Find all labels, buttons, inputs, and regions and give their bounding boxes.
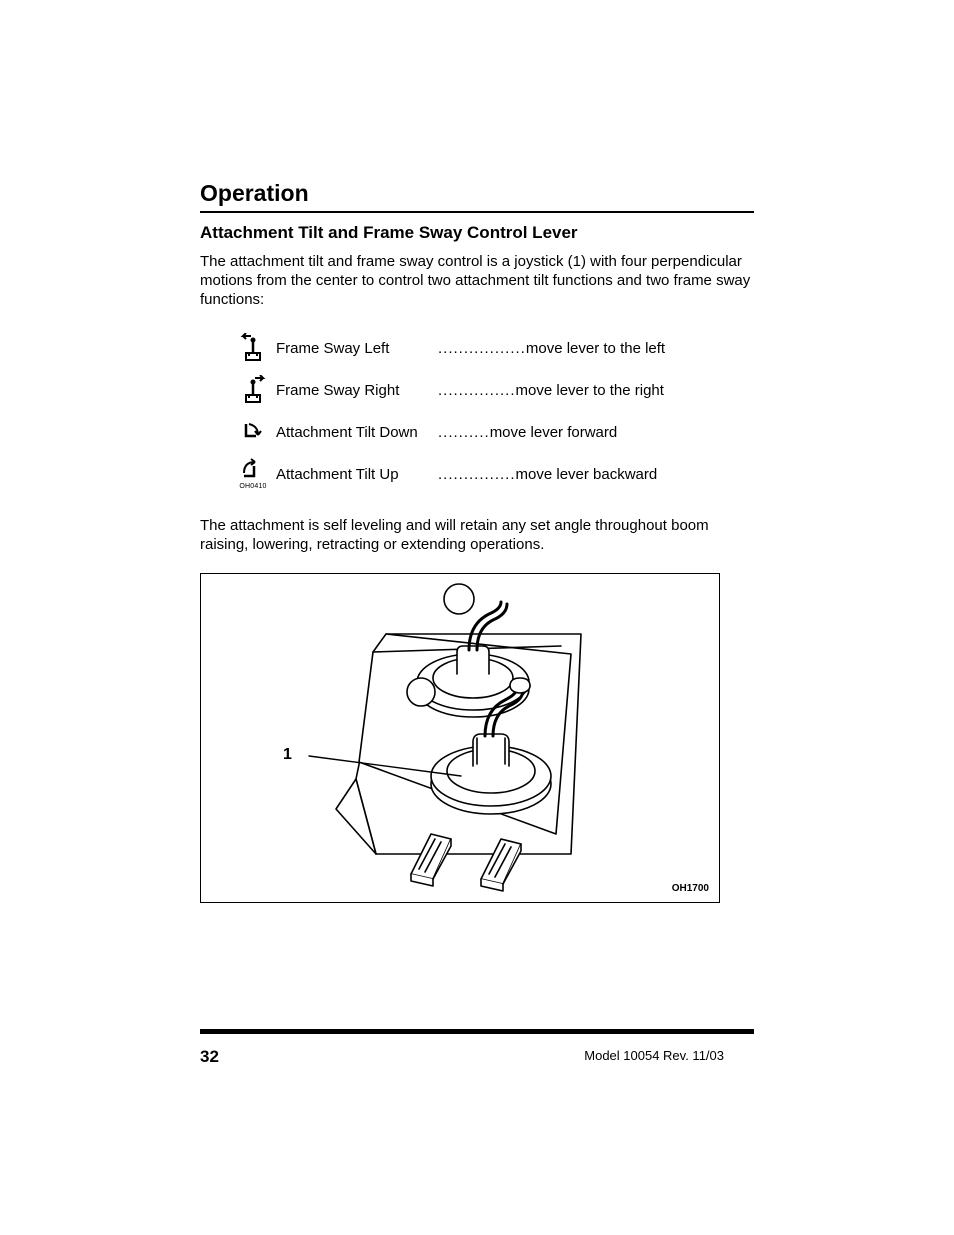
list-item: Attachment Tilt Down .......... move lev… <box>230 411 754 453</box>
control-label: Attachment Tilt Up <box>276 466 438 483</box>
control-icon-list: Frame Sway Left ................. move l… <box>230 327 754 495</box>
joystick-diagram-svg <box>201 574 721 904</box>
page-number: 32 <box>200 1047 219 1067</box>
intro-paragraph: The attachment tilt and frame sway contr… <box>200 253 754 309</box>
list-item: Frame Sway Left ................. move l… <box>230 327 754 369</box>
control-action: move lever backward <box>516 466 658 483</box>
control-action: move lever to the left <box>526 340 665 357</box>
control-action: move lever to the right <box>516 382 664 399</box>
section-rule <box>200 211 754 213</box>
footer-rule <box>200 1029 754 1034</box>
footer-model-rev: Model 10054 Rev. 11/03 <box>584 1048 724 1063</box>
joystick-figure: 1 OH1700 <box>200 573 720 903</box>
post-paragraph: The attachment is self leveling and will… <box>200 517 754 555</box>
figure-caption: OH1700 <box>672 883 709 894</box>
icon-list-id: OH0410 <box>239 483 266 490</box>
control-label: Attachment Tilt Down <box>276 424 438 441</box>
leader-dots: ............... <box>438 466 516 483</box>
tilt-up-icon: OH0410 <box>230 458 276 490</box>
control-label: Frame Sway Left <box>276 340 438 357</box>
list-item: OH0410 Attachment Tilt Up ..............… <box>230 453 754 495</box>
figure-callout-1: 1 <box>283 746 292 764</box>
tilt-down-icon <box>230 420 276 444</box>
sway-right-icon <box>230 375 276 405</box>
control-action: move lever forward <box>490 424 618 441</box>
list-item: Frame Sway Right ............... move le… <box>230 369 754 411</box>
subheading: Attachment Tilt and Frame Sway Control L… <box>200 223 754 243</box>
leader-dots: ................. <box>438 340 526 357</box>
manual-page: Operation Attachment Tilt and Frame Sway… <box>0 0 954 1235</box>
sway-left-icon <box>230 333 276 363</box>
leader-dots: .......... <box>438 424 490 441</box>
leader-dots: ............... <box>438 382 516 399</box>
section-title: Operation <box>200 180 754 207</box>
control-label: Frame Sway Right <box>276 382 438 399</box>
